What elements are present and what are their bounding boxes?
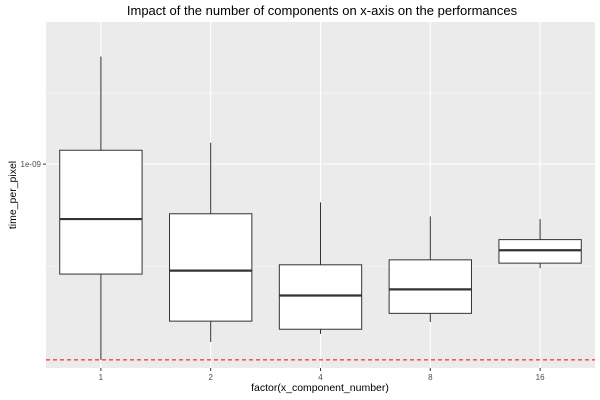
x-axis-ticks: 1 2 4 8 16 (99, 368, 545, 382)
box-layer (59, 56, 582, 360)
x-tick-label: 1 (99, 373, 104, 382)
y-axis-title: time_per_pixel (7, 161, 19, 229)
x-tick-label: 16 (536, 373, 545, 382)
box-8 (388, 216, 472, 323)
chart-title: Impact of the number of components on x-… (127, 3, 518, 18)
box-body (169, 213, 253, 322)
x-tick-label: 8 (428, 373, 433, 382)
box-2 (169, 142, 253, 343)
box-body (388, 259, 472, 314)
y-tick-label: 1e-09 (21, 160, 42, 169)
box-body (498, 239, 582, 264)
box-body (278, 264, 363, 330)
box-16 (498, 219, 582, 269)
x-tick-label: 2 (208, 373, 213, 382)
x-axis-title: factor(x_component_number) (251, 382, 389, 394)
box-4 (278, 202, 363, 334)
box-body (59, 149, 143, 275)
box-1 (59, 56, 143, 360)
x-tick-label: 4 (318, 373, 323, 382)
y-axis-ticks: 1e-09 (21, 160, 46, 169)
